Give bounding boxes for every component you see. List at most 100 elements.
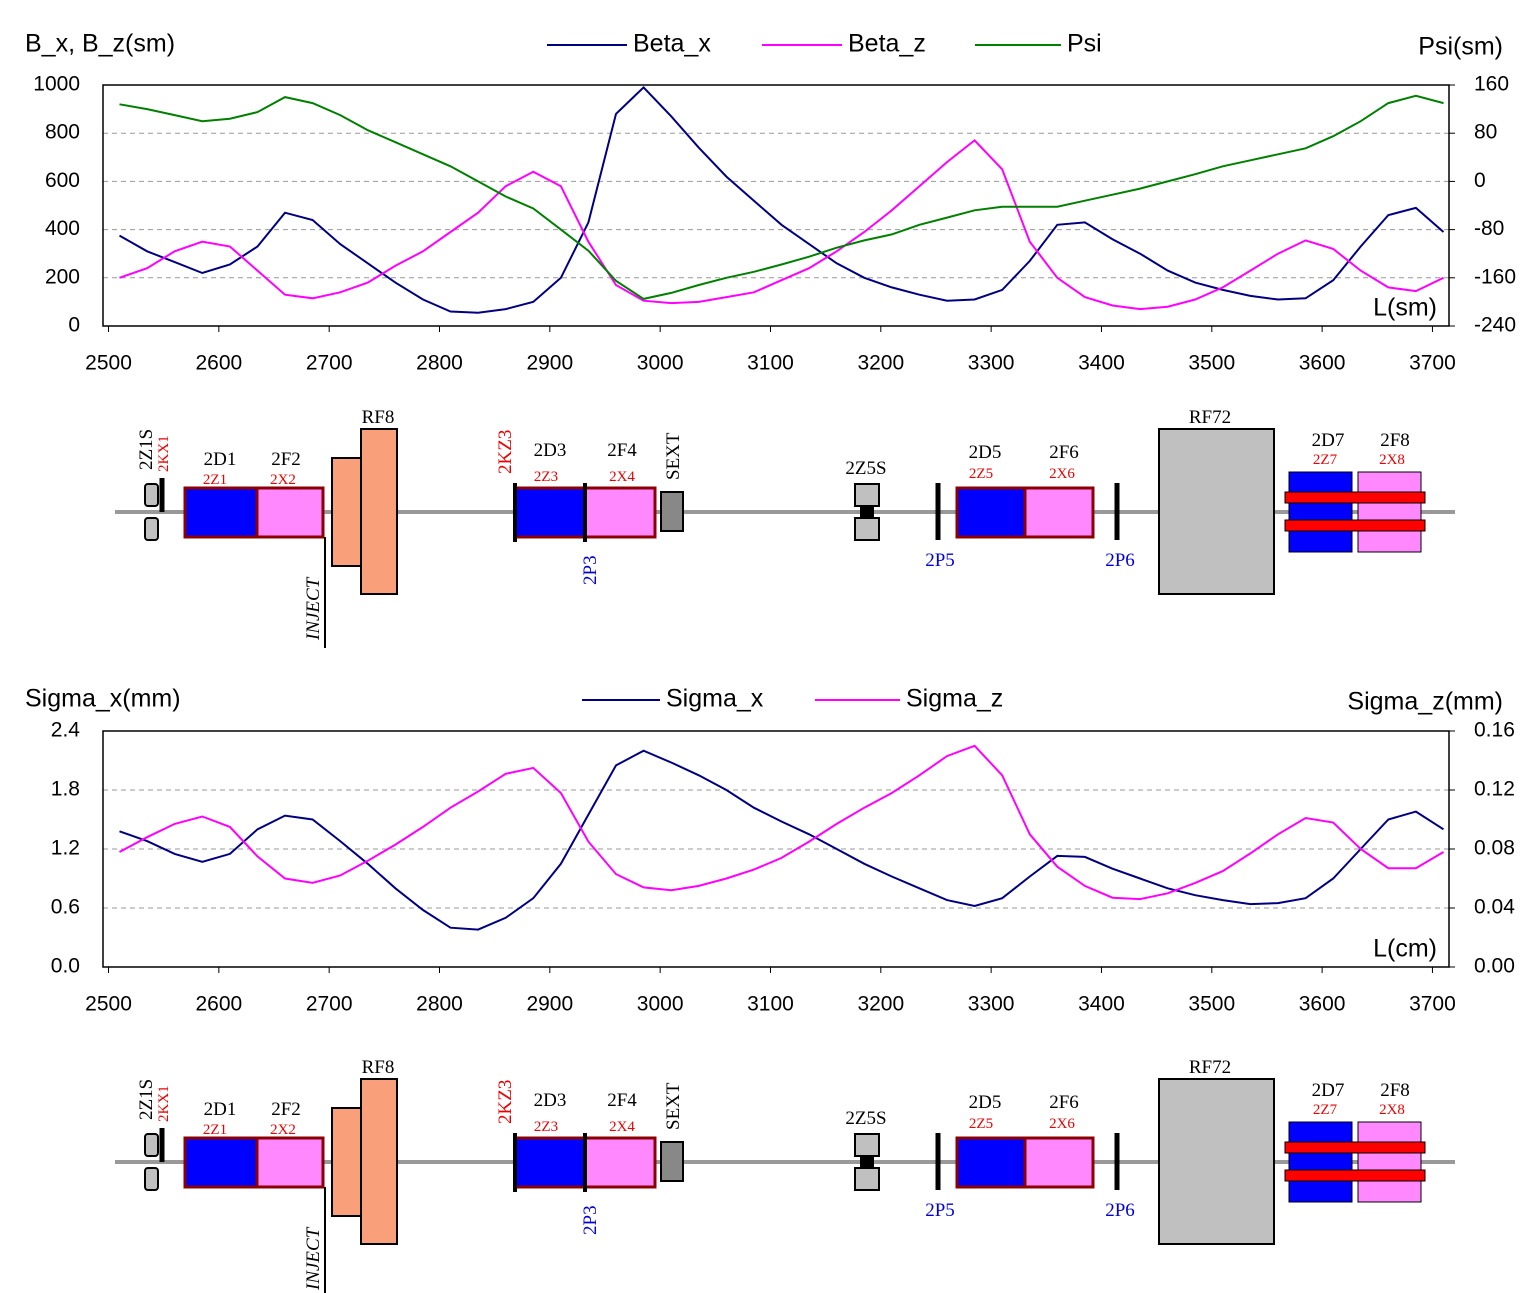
y-tick-label: 400 (45, 217, 80, 240)
element-label: SEXT (663, 1082, 684, 1130)
y2-tick-label: 80 (1474, 121, 1497, 144)
element-label: 2Z7 (1313, 1102, 1338, 1118)
x-tick-label: 3700 (1409, 993, 1456, 1016)
x-tick-label: 2900 (526, 993, 573, 1016)
element (854, 483, 880, 507)
element-label: 2KZ3 (495, 430, 516, 474)
x-tick-label: 3200 (857, 993, 904, 1016)
x-tick-label: 3600 (1299, 993, 1346, 1016)
element (854, 1133, 880, 1157)
plot-frame (102, 84, 1450, 327)
element (860, 505, 874, 519)
element (860, 1155, 874, 1169)
x-tick-label: 3500 (1188, 352, 1235, 375)
element-label: 2Z1S (136, 429, 157, 470)
chart: 0 200 400 600 800 1000 -240 -160 -80 0 80 160 2500 26… (25, 30, 1516, 375)
chart: 0.0 0.6 1.2 1.8 2.4 0.00 0.04 0.08 0.12 0.16 2500 2… (25, 685, 1515, 1016)
x-tick-label: 3000 (637, 993, 684, 1016)
element-label: 2X4 (609, 469, 635, 485)
series-line (119, 744, 1445, 901)
x-tick-label: 3700 (1409, 352, 1456, 375)
element-label: 2F2 (271, 449, 301, 470)
legend-label: Sigma_z (906, 685, 1003, 713)
y-tick-label: 800 (45, 121, 80, 144)
element-label: 2F8 (1380, 430, 1410, 451)
element (1284, 491, 1426, 504)
element (660, 1141, 684, 1182)
element-label: 2Z7 (1313, 452, 1338, 468)
element (1288, 471, 1353, 553)
element-label: 2D7 (1312, 1080, 1345, 1101)
y-tick-label: 2.4 (51, 719, 81, 742)
element-label: 2Z1S (136, 1079, 157, 1120)
element-label: RF72 (1189, 1057, 1231, 1078)
element (513, 486, 587, 539)
element-label: 2P3 (580, 555, 601, 585)
element-label: 2X8 (1379, 1102, 1405, 1118)
element (144, 483, 159, 507)
element (1357, 471, 1422, 553)
element (1284, 1169, 1426, 1182)
y-tick-label: 0.6 (51, 896, 80, 919)
y2-tick-label: 160 (1474, 73, 1509, 96)
x-tick-label: 3100 (747, 993, 794, 1016)
element-label: 2X6 (1049, 466, 1075, 482)
y-tick-label: 1.2 (51, 837, 80, 860)
element (1284, 519, 1426, 532)
element (513, 1136, 587, 1189)
element-label: 2Z1 (203, 472, 227, 488)
legend-label: Beta_z (848, 30, 926, 58)
element-label: 2D1 (204, 1099, 237, 1120)
x-tick-label: 2800 (416, 993, 463, 1016)
x-tick-label: 3400 (1078, 993, 1125, 1016)
x-tick-label: 2700 (306, 993, 353, 1016)
x-tick-label: 2600 (195, 352, 242, 375)
element-label: 2D5 (969, 1092, 1002, 1113)
element-label: 2X2 (270, 472, 296, 488)
x-tick-label: 3600 (1299, 352, 1346, 375)
y2-axis-label: Psi(sm) (1418, 33, 1503, 61)
y-axis-label: Sigma_x(mm) (25, 685, 181, 713)
element-label: 2F2 (271, 1099, 301, 1120)
element-label: 2Z5S (845, 458, 886, 479)
element-label: 2P6 (1105, 550, 1135, 571)
y2-tick-label: -240 (1474, 314, 1516, 337)
element-label: 2F6 (1049, 1092, 1079, 1113)
x-tick-label: 3100 (747, 352, 794, 375)
element-label: RF72 (1189, 407, 1231, 428)
element-label: 2P3 (580, 1205, 601, 1235)
element (255, 1136, 325, 1189)
element-label: 2F4 (607, 1090, 637, 1111)
element-label: RF8 (362, 1057, 395, 1078)
series-line (119, 85, 1445, 314)
series-line (119, 94, 1444, 300)
y2-tick-label: -160 (1474, 265, 1516, 288)
x-axis-label: L(sm) (1373, 294, 1437, 322)
element (360, 428, 398, 595)
element-label: 2Z5 (969, 1116, 993, 1132)
element-label: 2X8 (1379, 452, 1405, 468)
element-label: 2D1 (204, 449, 237, 470)
y-tick-label: 0.0 (51, 955, 80, 978)
x-tick-label: 3500 (1188, 993, 1235, 1016)
y2-tick-label: 0.04 (1474, 896, 1515, 919)
element-label: 2P5 (925, 550, 955, 571)
element-label: INJECT (303, 1226, 324, 1291)
x-tick-label: 2700 (306, 352, 353, 375)
element (144, 1133, 159, 1157)
element (144, 1167, 159, 1191)
y-tick-label: 0 (68, 314, 80, 337)
y2-tick-label: 0.00 (1474, 955, 1515, 978)
element-label: 2D7 (1312, 430, 1345, 451)
y2-tick-label: 0.12 (1474, 778, 1515, 801)
x-tick-label: 2500 (85, 993, 132, 1016)
element (255, 486, 325, 539)
lattice-diagram: 2Z1S 2KX1 2D1 2Z1 2F2 2X2 INJECT RF8 2KZ… (115, 407, 1455, 648)
element-label: 2F8 (1380, 1080, 1410, 1101)
element-label: 2P5 (925, 1200, 955, 1221)
element (331, 1107, 362, 1217)
x-tick-label: 2500 (85, 352, 132, 375)
y2-tick-label: -80 (1474, 217, 1504, 240)
x-axis-label: L(cm) (1373, 935, 1437, 963)
